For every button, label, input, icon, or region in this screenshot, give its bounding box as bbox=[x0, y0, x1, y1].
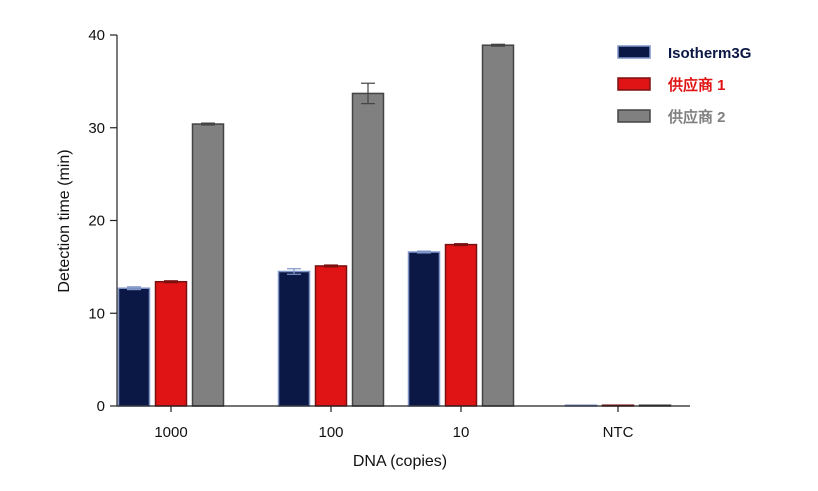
legend-swatch-Isotherm3G bbox=[617, 45, 651, 59]
y-tick-label-10: 10 bbox=[88, 305, 105, 322]
bar-Isotherm3G-100 bbox=[277, 270, 311, 407]
x-axis-title: DNA (copies) bbox=[353, 453, 447, 470]
y-axis-title: Detection time (min) bbox=[56, 149, 73, 292]
bar-供应商 2-100 bbox=[351, 92, 385, 407]
legend-label-Isotherm3G: Isotherm3G bbox=[668, 45, 751, 62]
y-tick-label-20: 20 bbox=[88, 213, 105, 230]
bar-Isotherm3G-1000 bbox=[117, 287, 151, 407]
legend-label-供应商 1: 供应商 1 bbox=[667, 76, 726, 94]
legend: Isotherm3G 供应商 1 供应商 2 bbox=[617, 45, 751, 126]
bars-layer bbox=[117, 43, 672, 407]
bar-供应商 1-100 bbox=[314, 265, 348, 407]
bar-供应商 1-1000 bbox=[154, 280, 188, 407]
y-tick-label-0: 0 bbox=[97, 398, 105, 415]
bar-供应商 2-10 bbox=[481, 44, 515, 407]
x-tick-label-100: 100 bbox=[318, 424, 343, 441]
legend-swatch-供应商 1 bbox=[617, 77, 651, 91]
legend-swatch-供应商 2 bbox=[617, 109, 651, 123]
x-tick-label-1000: 1000 bbox=[154, 424, 187, 441]
y-tick-label-30: 30 bbox=[88, 120, 105, 137]
bar-供应商 1-10 bbox=[444, 243, 478, 407]
x-tick-label-NTC: NTC bbox=[603, 424, 634, 441]
axes-layer: 0 10 20 30 40 1000 100 10 NTC bbox=[88, 27, 690, 441]
bar-Isotherm3G-10 bbox=[407, 251, 441, 407]
y-tick-label-40: 40 bbox=[88, 27, 105, 44]
bar-供应商 2-1000 bbox=[191, 123, 225, 407]
legend-label-供应商 2: 供应商 2 bbox=[667, 108, 726, 126]
x-tick-label-10: 10 bbox=[453, 424, 470, 441]
